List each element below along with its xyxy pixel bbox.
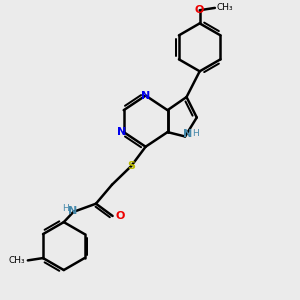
Text: N: N	[68, 206, 77, 216]
Text: O: O	[115, 211, 124, 221]
Text: H: H	[62, 204, 69, 213]
Text: O: O	[195, 5, 204, 15]
Text: CH₃: CH₃	[217, 3, 233, 12]
Text: N: N	[141, 91, 150, 100]
Text: S: S	[127, 161, 135, 171]
Text: N: N	[183, 129, 193, 139]
Text: CH₃: CH₃	[8, 256, 25, 265]
Text: N: N	[117, 127, 126, 137]
Text: H: H	[192, 129, 199, 138]
